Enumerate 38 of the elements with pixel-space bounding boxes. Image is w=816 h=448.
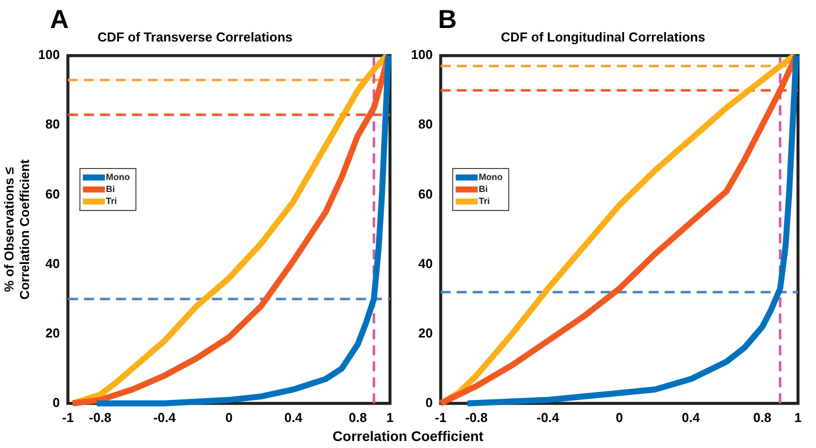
legend-label: Bi — [478, 184, 488, 194]
y-axis-title: % of Observations ≤ Correlation Coefficient — [1, 158, 32, 300]
y-tick-label: 20 — [418, 325, 433, 340]
x-tick-label: 0.8 — [753, 410, 772, 425]
x-tick-label: 0.8 — [348, 410, 367, 425]
y-tick-label: 80 — [418, 116, 433, 132]
chart-title: CDF of Longitudinal Correlations — [500, 29, 706, 44]
y-tick-label: 0 — [425, 394, 433, 410]
y-tick-label: 20 — [45, 325, 60, 340]
y-tick-label: 40 — [45, 256, 60, 271]
text: B — [438, 4, 457, 34]
x-axis-title: Correlation Coefficient — [332, 428, 484, 444]
x-tick-label: -0.8 — [465, 410, 488, 425]
x-tick-label: 1 — [794, 410, 802, 425]
legend-label: Tri — [478, 196, 490, 206]
legend-label: Mono — [106, 172, 130, 182]
x-tick-label: -1 — [434, 410, 446, 425]
x-tick-label: -0.4 — [536, 410, 560, 425]
text: A — [50, 4, 69, 34]
y-tick-label: 60 — [45, 186, 60, 202]
x-tick-label: 0 — [225, 410, 233, 425]
y-tick-label: 80 — [45, 116, 60, 132]
x-tick-label: 0 — [616, 410, 623, 425]
y-tick-label: 0 — [52, 394, 60, 410]
y-tick-label: 100 — [410, 47, 433, 62]
x-tick-label: 0.4 — [682, 410, 701, 425]
legend-label: Mono — [478, 172, 504, 182]
y-tick-label: 60 — [418, 186, 433, 202]
x-tick-label: 0.4 — [284, 410, 304, 425]
legend-label: Tri — [106, 196, 117, 206]
x-tick-label: -1 — [62, 410, 74, 425]
x-tick-label: -0.8 — [88, 410, 112, 425]
chart-title: CDF of Transverse Correlations — [97, 29, 293, 44]
legend-label: Bi — [106, 184, 115, 194]
x-tick-label: 1 — [386, 410, 394, 425]
y-tick-label: 40 — [418, 256, 433, 271]
y-tick-label: 100 — [38, 47, 60, 62]
x-tick-label: -0.4 — [153, 410, 176, 425]
